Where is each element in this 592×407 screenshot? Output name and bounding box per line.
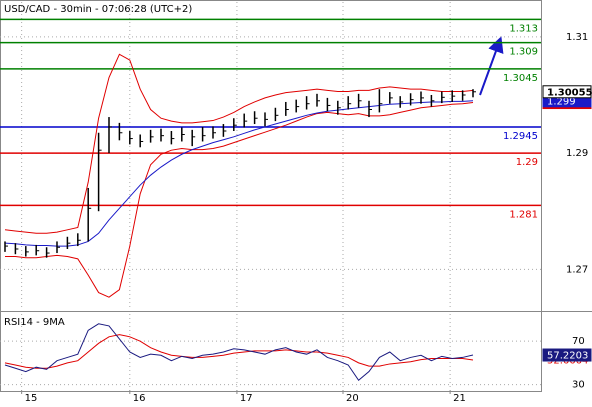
lower-band (5, 102, 474, 298)
y-tick-label: 1.27 (566, 264, 588, 275)
x-tick-label: 15 (25, 393, 38, 404)
rsi-ma (4, 334, 474, 369)
level-label: 1.29 (516, 157, 538, 168)
level-label: 1.309 (509, 47, 538, 58)
forecast-arrow (479, 36, 504, 96)
level-label: 1.2945 (503, 131, 538, 142)
chart-title: USD/CAD - 30min - 07:06:28 (UTC+2) (4, 4, 192, 15)
close-tag-box (542, 85, 592, 99)
rsi-title: RSI14 - 9MA (4, 317, 65, 328)
moving-average (4, 100, 474, 247)
rsi-tick-label: 30 (572, 380, 585, 391)
level-label: 1.3045 (503, 73, 538, 84)
rsi-tick-label: 70 (572, 336, 585, 347)
ma-tag: 1.299 (547, 96, 576, 107)
close-tag: 1.30055 (547, 87, 592, 98)
rsi-tag: 57.2203 (547, 351, 588, 362)
x-tick-label: 21 (453, 393, 466, 404)
x-tick-label: 20 (346, 393, 359, 404)
rsi-tag-box (542, 348, 592, 362)
y-tick-label: 1.31 (566, 32, 588, 43)
x-tick-label: 16 (133, 393, 146, 404)
y-tick-label: 1.29 (566, 148, 588, 159)
upper-band (4, 53, 474, 234)
x-tick-label: 17 (240, 393, 253, 404)
rsi-line (4, 323, 474, 381)
level-label: 1.281 (509, 209, 538, 220)
level-label: 1.313 (509, 23, 538, 34)
plot-frame (0, 0, 542, 392)
